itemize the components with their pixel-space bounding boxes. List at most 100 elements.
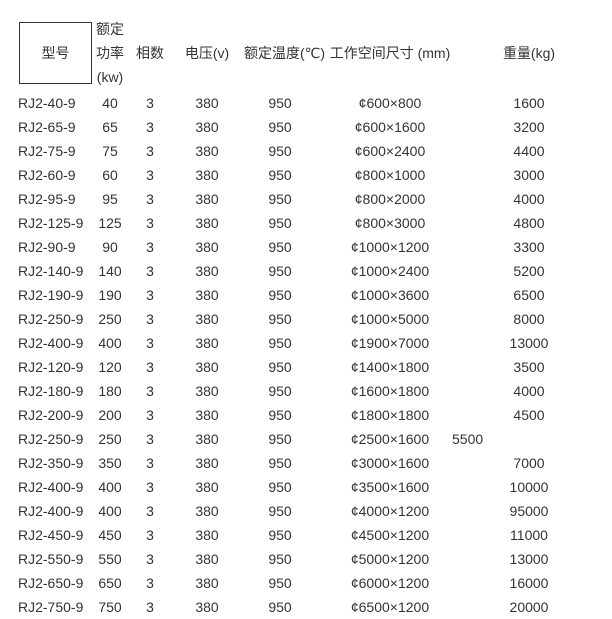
power-cell: 95 [90,187,130,211]
phase-value: 3 [146,287,154,303]
voltage-cell: 380 [170,235,244,259]
voltage-value: 380 [195,455,219,471]
voltage-cell: 380 [170,547,244,571]
dimensions-value: ¢4000×1200 [350,503,430,519]
voltage-cell: 380 [170,571,244,595]
model-cell: RJ2-250-9 [0,427,90,451]
temperature-cell: 950 [244,427,316,451]
table-row: RJ2-95-9 95 3 380 950 ¢800×2000 4000 [0,187,612,211]
temperature-value: 950 [268,383,292,399]
weight-value: 6500 [513,287,545,303]
phase-cell: 3 [130,163,170,187]
power-value: 65 [102,119,118,135]
dimensions-cell: ¢3000×1600 [316,451,464,475]
dimensions-cell: ¢800×1000 [316,163,464,187]
phase-cell: 3 [130,403,170,427]
model-value: RJ2-125-9 [18,215,84,231]
dimensions-cell: ¢1600×1800 [316,379,464,403]
dimensions-value: ¢4500×1200 [350,527,430,543]
power-value: 400 [98,479,122,495]
power-value: 75 [102,143,118,159]
voltage-cell: 380 [170,355,244,379]
table-row: RJ2-90-9 90 3 380 950 ¢1000×1200 3300 [0,235,612,259]
header-row: 型号 额定 功率 (kw) 相数 电压(v) 额定温度(℃) 工作空间尺寸 (m… [0,0,612,91]
weight-cell: 8000 [464,307,594,331]
phase-cell: 3 [130,475,170,499]
power-cell: 65 [90,115,130,139]
weight-cell: 6500 [464,283,594,307]
model-cell: RJ2-450-9 [0,523,90,547]
dimensions-cell: ¢5000×1200 [316,547,464,571]
temperature-cell: 950 [244,259,316,283]
weight-cell: 4500 [464,403,594,427]
weight-value: 4000 [513,383,545,399]
temperature-cell: 950 [244,475,316,499]
model-value: RJ2-65-9 [18,119,76,135]
col-header-temperature: 额定温度(℃) [244,44,326,61]
model-value: RJ2-60-9 [18,167,76,183]
power-header-line1: 额定 [96,20,124,37]
temperature-value: 950 [268,95,292,111]
filler-cell [594,595,612,619]
weight-cell: 4000 [464,379,594,403]
table-row: RJ2-450-9 450 3 380 950 ¢4500×1200 11000 [0,523,612,547]
col-header-weight: 重量(kg) [502,44,556,61]
temperature-cell: 950 [244,91,316,115]
power-cell: 190 [90,283,130,307]
table-row: RJ2-180-9 180 3 380 950 ¢1600×1800 4000 [0,379,612,403]
filler-cell [594,211,612,235]
voltage-value: 380 [195,407,219,423]
phase-value: 3 [146,383,154,399]
weight-cell: 4000 [464,187,594,211]
model-value: RJ2-450-9 [18,527,84,543]
voltage-value: 380 [195,527,219,543]
model-value: RJ2-75-9 [18,143,76,159]
phase-value: 3 [146,527,154,543]
weight-cell: 4800 [464,211,594,235]
table-row: RJ2-650-9 650 3 380 950 ¢6000×1200 16000 [0,571,612,595]
power-cell: 550 [90,547,130,571]
phase-cell: 3 [130,595,170,619]
voltage-value: 380 [195,215,219,231]
power-cell: 650 [90,571,130,595]
power-cell: 180 [90,379,130,403]
temperature-cell: 950 [244,307,316,331]
weight-value: 1600 [513,95,545,111]
voltage-cell: 380 [170,259,244,283]
col-header-phase: 相数 [136,44,164,61]
voltage-value: 380 [195,95,219,111]
power-value: 125 [98,215,122,231]
temperature-cell: 950 [244,283,316,307]
dimensions-cell: ¢1900×7000 [316,331,464,355]
power-value: 140 [98,263,122,279]
voltage-cell: 380 [170,283,244,307]
power-value: 400 [98,503,122,519]
voltage-value: 380 [195,263,219,279]
phase-cell: 3 [130,355,170,379]
temperature-cell: 950 [244,499,316,523]
power-cell: 40 [90,91,130,115]
model-header-box: 型号 [19,21,92,84]
phase-value: 3 [146,191,154,207]
dimensions-cell: ¢1000×2400 [316,259,464,283]
temperature-cell: 950 [244,547,316,571]
power-header-line3: (kw) [96,68,124,85]
temperature-value: 950 [268,551,292,567]
voltage-value: 380 [195,239,219,255]
power-value: 60 [102,167,118,183]
temperature-cell: 950 [244,403,316,427]
table-row: RJ2-400-9 400 3 380 950 ¢3500×1600 10000 [0,475,612,499]
temperature-cell: 950 [244,331,316,355]
dimensions-value: ¢800×1000 [354,167,426,183]
voltage-cell: 380 [170,187,244,211]
voltage-value: 380 [195,503,219,519]
model-value: RJ2-120-9 [18,359,84,375]
phase-cell: 3 [130,379,170,403]
dimensions-cell: ¢3500×1600 [316,475,464,499]
table-row: RJ2-190-9 190 3 380 950 ¢1000×3600 6500 [0,283,612,307]
dimensions-value: ¢600×800 [358,95,422,111]
phase-value: 3 [146,575,154,591]
temperature-value: 950 [268,575,292,591]
temperature-value: 950 [268,599,292,615]
phase-cell: 3 [130,307,170,331]
